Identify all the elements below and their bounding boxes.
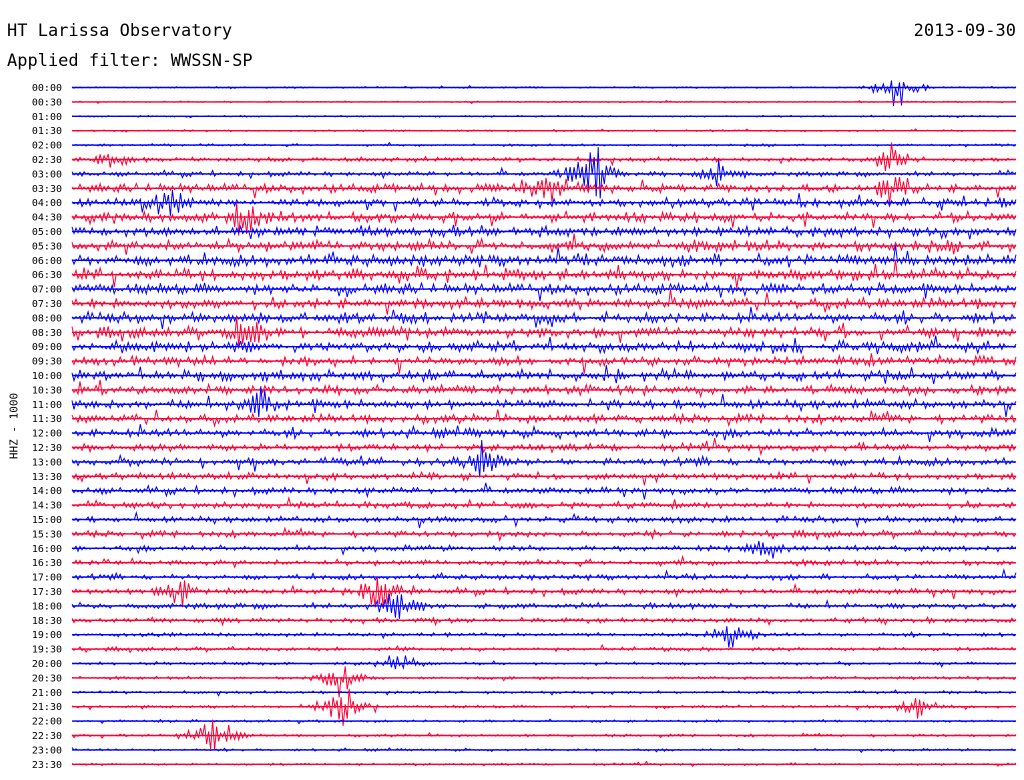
seismic-trace-1900 <box>71 626 1017 648</box>
seismic-trace-0330 <box>71 177 1017 205</box>
seismic-trace-0900 <box>71 335 1017 355</box>
row-time-label: 14:00 <box>32 486 62 497</box>
row-time-label: 11:00 <box>32 400 62 411</box>
row-time-label: 10:00 <box>32 371 62 382</box>
seismic-trace-0700 <box>71 281 1017 302</box>
seismic-trace-0400 <box>71 189 1017 216</box>
row-time-label: 11:30 <box>32 414 62 425</box>
row-time-label: 10:30 <box>32 385 62 396</box>
row-time-label: 09:00 <box>32 342 62 353</box>
seismic-trace-0930 <box>71 353 1017 374</box>
row-time-label: 07:00 <box>32 285 62 296</box>
row-time-label: 04:30 <box>32 213 62 224</box>
seismic-trace-1730 <box>71 577 1017 609</box>
row-time-label: 20:30 <box>32 673 62 684</box>
row-time-label: 07:30 <box>32 299 62 310</box>
seismic-trace-0230 <box>71 142 1017 171</box>
row-time-label: 13:30 <box>32 472 62 483</box>
row-time-label: 01:30 <box>32 126 62 137</box>
row-time-label: 16:00 <box>32 544 62 555</box>
seismic-trace-0800 <box>71 306 1017 330</box>
row-time-label: 04:00 <box>32 198 62 209</box>
row-time-label: 05:00 <box>32 227 62 238</box>
seismic-trace-0300 <box>71 147 1017 199</box>
row-time-label: 03:00 <box>32 169 62 180</box>
row-time-label: 03:30 <box>32 184 62 195</box>
row-time-label: 19:30 <box>32 645 62 656</box>
seismic-trace-1630 <box>71 554 1017 569</box>
seismic-trace-2000 <box>71 655 1017 670</box>
row-time-label: 08:30 <box>32 328 62 339</box>
row-time-label: 08:00 <box>32 313 62 324</box>
row-time-label: 01:00 <box>32 112 62 123</box>
row-time-label: 15:00 <box>32 515 62 526</box>
row-time-label: 06:30 <box>32 270 62 281</box>
seismic-trace-0600 <box>71 244 1017 269</box>
seismic-trace-1600 <box>71 540 1017 559</box>
row-time-label: 02:00 <box>32 141 62 152</box>
row-time-label: 12:30 <box>32 443 62 454</box>
row-time-label: 02:30 <box>32 155 62 166</box>
chart-date: 2013-09-30 <box>913 21 1016 41</box>
seismic-trace-1030 <box>71 379 1017 399</box>
row-time-label: 09:30 <box>32 357 62 368</box>
row-time-label: 23:30 <box>32 760 62 771</box>
seismic-trace-1230 <box>71 437 1017 457</box>
row-time-label: 22:30 <box>32 731 62 742</box>
row-time-label: 16:30 <box>32 558 62 569</box>
filter-label: Applied filter: WWSSN-SP <box>7 51 253 71</box>
seismic-trace-1000 <box>71 365 1017 385</box>
row-time-label: 00:30 <box>32 97 62 108</box>
row-time-label: 21:00 <box>32 688 62 699</box>
row-time-label: 23:00 <box>32 745 62 756</box>
row-time-label: 21:30 <box>32 702 62 713</box>
row-time-label: 20:00 <box>32 659 62 670</box>
row-time-label: 06:00 <box>32 256 62 267</box>
seismic-trace-1430 <box>71 496 1017 510</box>
row-time-label: 13:00 <box>32 457 62 468</box>
seismic-trace-1130 <box>71 409 1017 428</box>
row-time-label: 14:30 <box>32 501 62 512</box>
chart-title: HT Larissa Observatory <box>7 21 233 41</box>
row-time-label: 22:00 <box>32 717 62 728</box>
seismic-trace-1330 <box>71 470 1017 486</box>
row-time-label: 18:00 <box>32 601 62 612</box>
seismic-trace-1500 <box>71 510 1017 529</box>
row-time-label: 19:00 <box>32 630 62 641</box>
row-time-label: 17:00 <box>32 573 62 584</box>
row-time-label: 17:30 <box>32 587 62 598</box>
row-time-label: 12:00 <box>32 429 62 440</box>
seismic-trace-0530 <box>71 233 1017 255</box>
seismic-trace-0730 <box>71 289 1017 315</box>
row-time-label: 18:30 <box>32 616 62 627</box>
row-time-label: 15:30 <box>32 529 62 540</box>
row-time-label: 05:30 <box>32 241 62 252</box>
row-time-label: 00:00 <box>32 83 62 94</box>
seismic-trace-1700 <box>71 567 1017 582</box>
